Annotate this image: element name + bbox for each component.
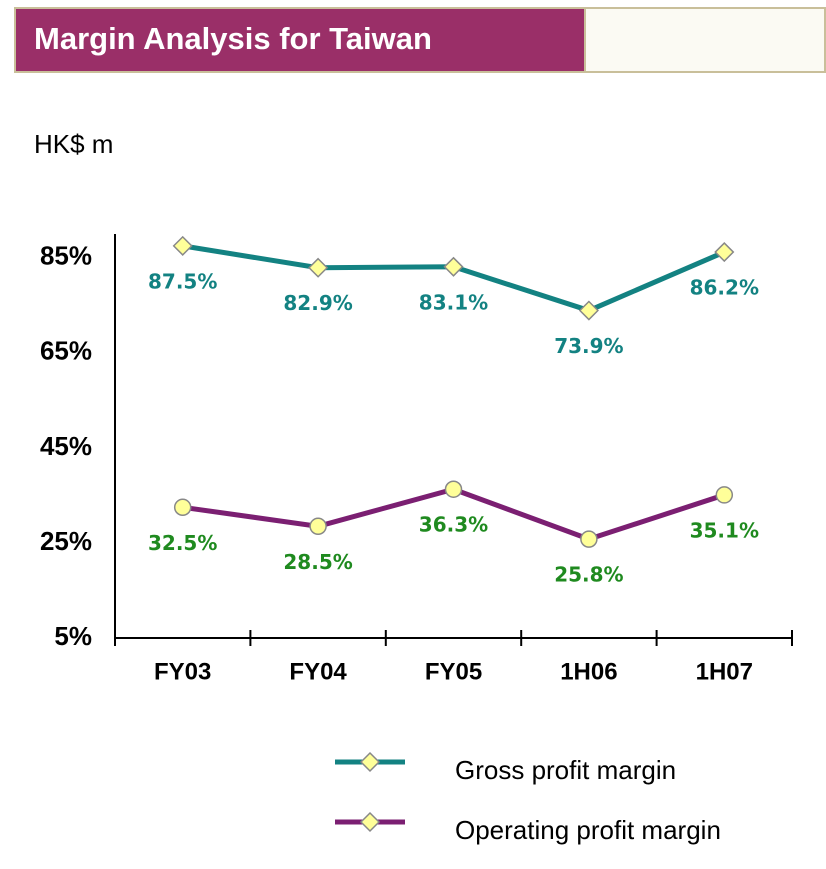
value-label: 87.5%: [148, 269, 217, 293]
value-label: 73.9%: [554, 334, 623, 358]
y-tick-label: 85%: [40, 241, 92, 271]
value-label: 86.2%: [690, 276, 759, 300]
value-label: 83.1%: [419, 290, 488, 314]
x-tick-label: FY05: [425, 658, 482, 685]
legend-label: Operating profit margin: [455, 815, 721, 845]
value-label: 36.3%: [419, 513, 488, 537]
point-marker: [714, 242, 735, 263]
point-marker: [444, 480, 463, 498]
x-tick-label: 1H07: [696, 658, 753, 685]
point-marker: [173, 498, 192, 517]
value-label: 32.5%: [148, 531, 217, 555]
x-tick-label: FY04: [289, 658, 347, 685]
x-tick-label: FY03: [154, 658, 211, 685]
point-marker: [172, 235, 193, 256]
legend-marker: [359, 751, 381, 773]
y-tick-label: 65%: [40, 336, 92, 366]
x-tick-label: 1H06: [560, 658, 617, 685]
y-tick-label: 25%: [40, 526, 92, 556]
legend-label: Gross profit margin: [455, 755, 676, 785]
chart-title: Margin Analysis for Taiwan: [34, 21, 432, 56]
point-marker: [578, 300, 599, 321]
point-marker: [308, 257, 329, 278]
y-tick-label: 5%: [54, 621, 92, 651]
point-marker: [715, 486, 734, 504]
legend-marker: [359, 811, 381, 833]
unit-label: HK$ m: [34, 129, 113, 159]
point-marker: [309, 517, 327, 536]
value-label: 28.5%: [283, 550, 352, 574]
point-marker: [580, 530, 598, 548]
value-label: 35.1%: [690, 518, 759, 542]
value-label: 82.9%: [283, 291, 352, 315]
value-label: 25.8%: [554, 563, 623, 587]
point-marker: [443, 256, 464, 277]
y-tick-label: 45%: [40, 431, 92, 461]
title-bar: [14, 7, 586, 73]
